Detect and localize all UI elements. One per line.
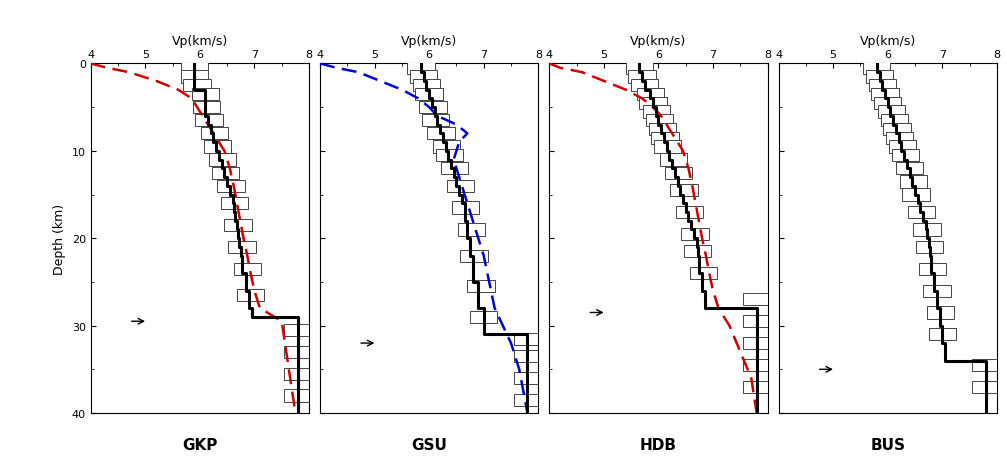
- Bar: [927, 307, 955, 319]
- Bar: [460, 250, 487, 262]
- Bar: [743, 359, 770, 371]
- Bar: [284, 368, 312, 380]
- Bar: [891, 150, 918, 162]
- X-axis label: Vp(km/s): Vp(km/s): [172, 35, 228, 48]
- Bar: [422, 115, 449, 127]
- Bar: [433, 141, 460, 153]
- Bar: [631, 80, 659, 92]
- Bar: [229, 241, 256, 253]
- Bar: [660, 154, 687, 166]
- Bar: [441, 163, 468, 175]
- Bar: [436, 150, 463, 162]
- Bar: [428, 128, 455, 140]
- Bar: [457, 224, 484, 236]
- Bar: [896, 163, 923, 175]
- Bar: [183, 80, 210, 92]
- Bar: [682, 228, 709, 241]
- Text: GSU: GSU: [411, 437, 447, 453]
- Bar: [652, 132, 679, 145]
- Bar: [413, 80, 440, 92]
- Bar: [514, 333, 541, 345]
- X-axis label: Vp(km/s): Vp(km/s): [860, 35, 915, 48]
- Bar: [973, 359, 1000, 371]
- Bar: [871, 89, 898, 101]
- Bar: [221, 198, 248, 210]
- Bar: [863, 62, 890, 75]
- Bar: [201, 128, 229, 140]
- Bar: [902, 189, 929, 201]
- Bar: [180, 62, 208, 75]
- Bar: [191, 89, 219, 101]
- Bar: [203, 141, 231, 153]
- Bar: [410, 71, 437, 84]
- Bar: [234, 263, 261, 275]
- Bar: [918, 263, 947, 275]
- Bar: [452, 202, 479, 214]
- Bar: [407, 62, 435, 75]
- Bar: [180, 71, 208, 84]
- Bar: [973, 381, 1000, 393]
- Bar: [676, 207, 703, 218]
- Bar: [655, 141, 682, 153]
- Bar: [284, 324, 312, 336]
- Bar: [284, 346, 312, 358]
- Bar: [874, 97, 901, 110]
- Bar: [636, 89, 664, 101]
- Bar: [514, 394, 541, 406]
- Bar: [908, 207, 936, 218]
- Bar: [886, 132, 913, 145]
- Bar: [690, 268, 717, 280]
- X-axis label: Vp(km/s): Vp(km/s): [630, 35, 687, 48]
- Bar: [899, 176, 927, 188]
- Bar: [649, 123, 676, 136]
- Bar: [211, 167, 239, 179]
- Bar: [419, 102, 446, 114]
- Bar: [878, 106, 905, 118]
- Bar: [883, 123, 910, 136]
- Bar: [743, 315, 770, 328]
- Bar: [446, 180, 474, 192]
- Y-axis label: Depth (km): Depth (km): [53, 203, 66, 274]
- Bar: [195, 115, 223, 127]
- Bar: [671, 185, 698, 197]
- Bar: [284, 390, 312, 402]
- Bar: [237, 289, 264, 302]
- Bar: [743, 294, 770, 306]
- Bar: [743, 337, 770, 349]
- Bar: [470, 311, 497, 323]
- Text: HDB: HDB: [639, 437, 677, 453]
- Bar: [684, 246, 711, 258]
- Bar: [467, 280, 494, 293]
- Bar: [209, 154, 237, 166]
- Bar: [869, 80, 896, 92]
- Bar: [225, 219, 252, 232]
- Bar: [628, 71, 656, 84]
- Bar: [192, 102, 220, 114]
- Text: BUS: BUS: [870, 437, 905, 453]
- Bar: [866, 71, 893, 84]
- Bar: [514, 372, 541, 384]
- Bar: [639, 97, 667, 110]
- Bar: [218, 180, 245, 192]
- Bar: [514, 350, 541, 363]
- Bar: [889, 141, 916, 153]
- Bar: [743, 381, 770, 393]
- Bar: [643, 106, 671, 118]
- Bar: [916, 241, 944, 253]
- Bar: [913, 224, 941, 236]
- X-axis label: Vp(km/s): Vp(km/s): [401, 35, 457, 48]
- Bar: [665, 167, 692, 179]
- Bar: [923, 285, 951, 297]
- Bar: [645, 115, 673, 127]
- Bar: [928, 329, 956, 341]
- Bar: [625, 62, 653, 75]
- Bar: [881, 115, 908, 127]
- Text: GKP: GKP: [182, 437, 218, 453]
- Bar: [416, 89, 443, 101]
